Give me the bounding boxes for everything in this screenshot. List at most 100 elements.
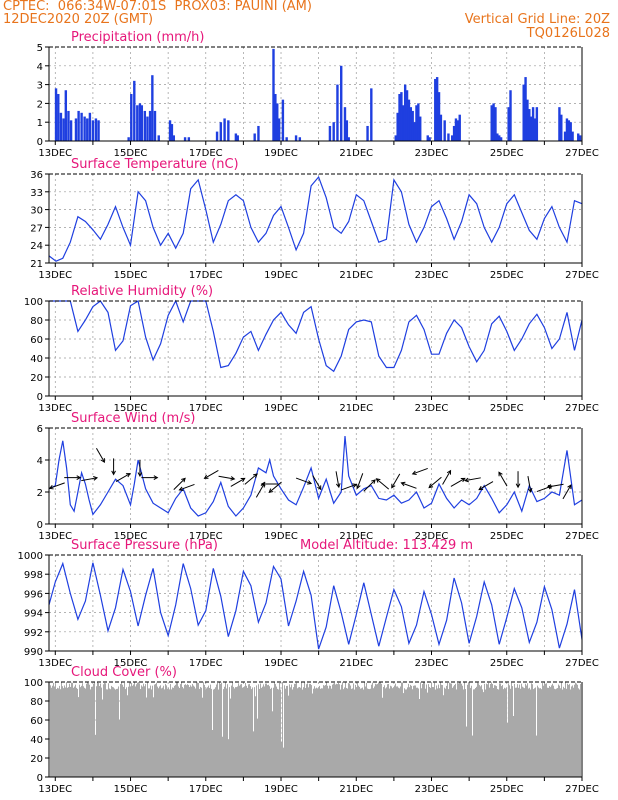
cloud-cover-column — [204, 684, 205, 777]
cloud-cover-column — [146, 697, 147, 777]
cloud-cover-column — [460, 682, 461, 777]
cloud-cover-column — [293, 687, 294, 777]
x-tick-label: 17DEC — [189, 403, 223, 414]
x-tick-label: 27DEC — [565, 148, 599, 159]
precipitation-bar — [236, 135, 239, 141]
cloud-cover-column — [376, 684, 377, 777]
y-tick-label: 2 — [37, 488, 43, 499]
cloud-cover-column — [243, 687, 244, 777]
cloud-cover-column — [453, 686, 454, 777]
cloud-cover-column — [162, 687, 163, 777]
precipitation-bar — [153, 110, 157, 141]
cloud-cover-column — [175, 684, 176, 777]
cloud-cover-column — [437, 688, 438, 777]
cloud-cover-column — [341, 684, 342, 777]
cloud-cover-column — [199, 688, 200, 777]
precipitation-bar — [571, 131, 574, 141]
cloud-cover-column — [354, 689, 355, 777]
cloud-cover-column — [125, 689, 126, 777]
wind-arrow-head — [93, 476, 99, 481]
cloud-cover-column — [126, 687, 127, 777]
precipitation-bar — [151, 75, 154, 141]
cloud-cover-column — [383, 687, 384, 777]
precipitation-bar — [492, 103, 495, 141]
cloud-cover-column — [112, 686, 113, 777]
cloud-cover-column — [392, 688, 393, 777]
cloud-cover-column — [346, 687, 347, 777]
wind-arrow-shaft — [527, 476, 532, 492]
cloud-cover-column — [242, 687, 243, 777]
cloud-cover-column — [219, 682, 220, 777]
cloud-cover-column — [368, 688, 369, 777]
cloud-cover-column — [137, 682, 138, 777]
cloud-cover-column — [187, 684, 188, 777]
cloud-cover-column — [338, 682, 339, 777]
cloud-cover-column — [202, 697, 203, 777]
x-tick-label: 13DEC — [38, 784, 72, 795]
wind-arrow-head — [317, 485, 322, 491]
cloud-cover-column — [97, 682, 98, 777]
y-tick-label: 40 — [30, 354, 43, 365]
cloud-cover-column — [253, 731, 254, 777]
precipitation-bar — [340, 65, 343, 141]
cloud-cover-column — [156, 682, 157, 777]
cloud-cover-column — [335, 684, 336, 777]
panel-title: Cloud Cover (%) — [71, 665, 177, 680]
precipitation-bar — [274, 94, 277, 141]
cloud-cover-column — [319, 685, 320, 777]
y-tick-label: 0 — [37, 520, 43, 531]
cloud-cover-column — [95, 734, 96, 777]
header-vertical-grid: Vertical Grid Line: 20Z — [464, 12, 610, 27]
cloud-cover-column — [264, 686, 265, 777]
cloud-cover-column — [252, 687, 253, 777]
y-tick-label: 998 — [24, 570, 43, 581]
cloud-cover-column — [485, 689, 486, 777]
cloud-cover-column — [316, 687, 317, 777]
cloud-cover-column — [375, 683, 376, 777]
cloud-cover-column — [209, 687, 210, 777]
cloud-cover-column — [494, 685, 495, 777]
cloud-cover-column — [418, 688, 419, 777]
cloud-cover-column — [223, 689, 224, 777]
cloud-cover-column — [348, 683, 349, 777]
cloud-cover-column — [151, 689, 152, 777]
cloud-cover-column — [225, 682, 226, 777]
cloud-cover-column — [287, 685, 288, 777]
cloud-cover-column — [467, 684, 468, 777]
cloud-cover-column — [158, 688, 159, 777]
cloud-cover-column — [245, 683, 246, 777]
cloud-cover-column — [116, 688, 117, 777]
cloud-cover-column — [447, 682, 448, 777]
wind-arrow-head — [478, 485, 484, 491]
cloud-cover-column — [115, 689, 116, 777]
cloud-cover-column — [192, 683, 193, 777]
cloud-cover-column — [443, 695, 444, 777]
precipitation-bar — [577, 133, 580, 141]
x-tick-label: 23DEC — [415, 531, 449, 542]
x-tick-label: 23DEC — [415, 658, 449, 669]
wind-arrow-shaft — [412, 467, 428, 475]
cloud-cover-column — [493, 687, 494, 777]
cloud-cover-column — [62, 686, 63, 777]
precipitation-bar — [59, 112, 63, 141]
cloud-cover-column — [405, 689, 406, 777]
cloud-cover-column — [138, 682, 139, 777]
precipitation-bar — [347, 137, 350, 141]
cloud-cover-column — [160, 685, 161, 777]
cloud-cover-column — [186, 685, 187, 777]
cloud-cover-column — [417, 687, 418, 777]
precipitation-bar — [219, 122, 223, 141]
x-tick-label: 21DEC — [339, 531, 373, 542]
cloud-cover-column — [474, 689, 475, 777]
precipitation-bar — [172, 135, 175, 141]
precipitation-bar — [332, 122, 335, 141]
cloud-cover-column — [332, 684, 333, 777]
precipitation-bar — [183, 137, 187, 141]
cloud-cover-column — [506, 688, 507, 777]
cloud-cover-column — [578, 688, 579, 777]
cloud-cover-column — [84, 687, 85, 777]
cloud-cover-column — [278, 689, 279, 777]
x-tick-label: 19DEC — [264, 784, 298, 795]
cloud-cover-column — [535, 687, 536, 777]
cloud-cover-column — [291, 684, 292, 777]
